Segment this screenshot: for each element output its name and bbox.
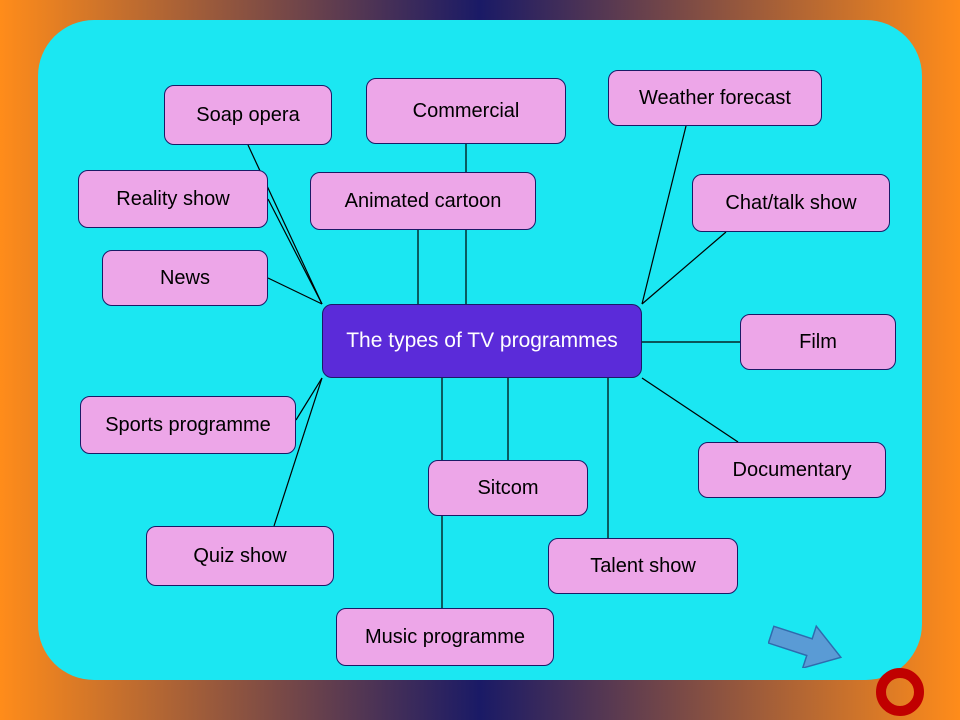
record-ring-icon[interactable] [876,668,924,716]
node-label: News [160,267,210,290]
node-weather: Weather forecast [608,70,822,126]
node-film: Film [740,314,896,370]
node-label: Film [799,331,837,354]
node-label: Commercial [413,100,520,123]
node-label: Documentary [733,459,852,482]
node-doc: Documentary [698,442,886,498]
node-music: Music programme [336,608,554,666]
node-news: News [102,250,268,306]
node-label: Talent show [590,555,696,578]
center-node: The types of TV programmes [322,304,642,378]
node-quiz: Quiz show [146,526,334,586]
node-label: Weather forecast [639,87,791,110]
node-talent: Talent show [548,538,738,594]
node-label: Reality show [116,188,229,211]
node-reality: Reality show [78,170,268,228]
node-label: Chat/talk show [725,192,856,215]
node-chat: Chat/talk show [692,174,890,232]
node-label: Animated cartoon [345,190,502,213]
node-label: Sitcom [477,477,538,500]
node-label: Quiz show [193,545,286,568]
next-arrow-icon[interactable] [768,624,844,668]
node-label: Music programme [365,626,525,649]
node-sports: Sports programme [80,396,296,454]
node-label: Soap opera [196,104,299,127]
center-label: The types of TV programmes [346,329,618,353]
node-anim: Animated cartoon [310,172,536,230]
node-soap: Soap opera [164,85,332,145]
node-sitcom: Sitcom [428,460,588,516]
node-comm: Commercial [366,78,566,144]
node-label: Sports programme [105,414,271,437]
